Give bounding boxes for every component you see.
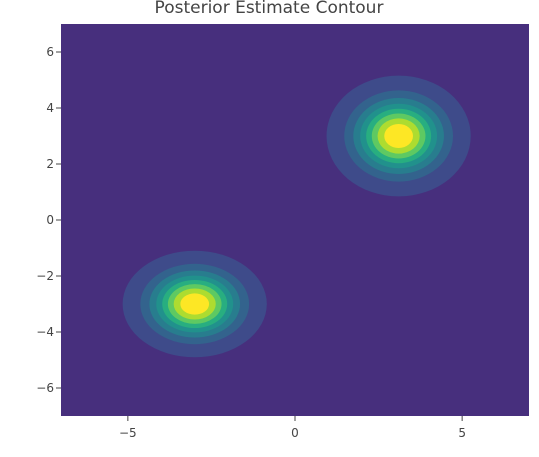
contour-level-2-8 [180, 293, 210, 315]
y-tick-label: 6 [46, 45, 54, 59]
y-tick-label: 4 [46, 101, 54, 115]
chart-title: Posterior Estimate Contour [155, 0, 384, 18]
contour-fills [122, 75, 471, 358]
y-tick-label: 2 [46, 157, 54, 171]
y-tick-label: −4 [36, 325, 54, 339]
plot-area [61, 24, 529, 416]
x-tick-label: −5 [119, 426, 137, 440]
contour-level-1-8 [384, 123, 413, 149]
y-tick-label: 0 [46, 213, 54, 227]
x-tick-label: 0 [291, 426, 299, 440]
y-tick-label: −6 [36, 381, 54, 395]
x-axis: −5 0 5 [119, 416, 466, 440]
x-tick-label: 5 [458, 426, 466, 440]
y-tick-label: −2 [36, 269, 54, 283]
y-axis: 6 4 2 0 −2 −4 −6 [36, 45, 61, 395]
